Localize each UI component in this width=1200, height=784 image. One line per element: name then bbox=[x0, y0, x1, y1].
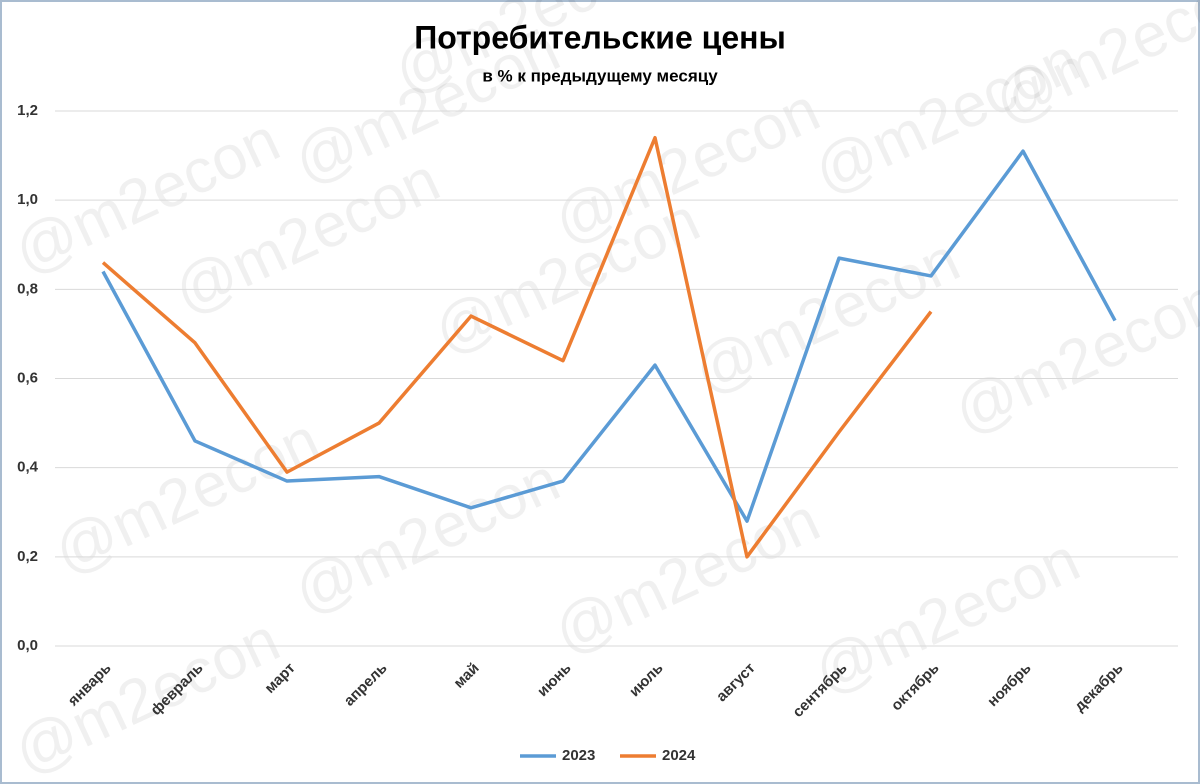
legend-label: 2024 bbox=[662, 747, 696, 764]
y-tick-label: 0,6 bbox=[17, 369, 38, 386]
chart-title: Потребительские цены bbox=[414, 19, 786, 55]
y-tick-label: 1,0 bbox=[17, 191, 38, 208]
series-line bbox=[101, 149, 1117, 523]
series-line bbox=[101, 136, 933, 559]
y-tick-label: 0,8 bbox=[17, 280, 38, 297]
legend-label: 2023 bbox=[562, 747, 595, 764]
y-tick-label: 0,0 bbox=[17, 637, 38, 654]
y-tick-label: 0,2 bbox=[17, 548, 38, 565]
y-tick-label: 1,2 bbox=[17, 102, 38, 119]
chart-subtitle: в % к предыдущему месяцу bbox=[482, 66, 718, 85]
y-tick-label: 0,4 bbox=[17, 459, 39, 476]
